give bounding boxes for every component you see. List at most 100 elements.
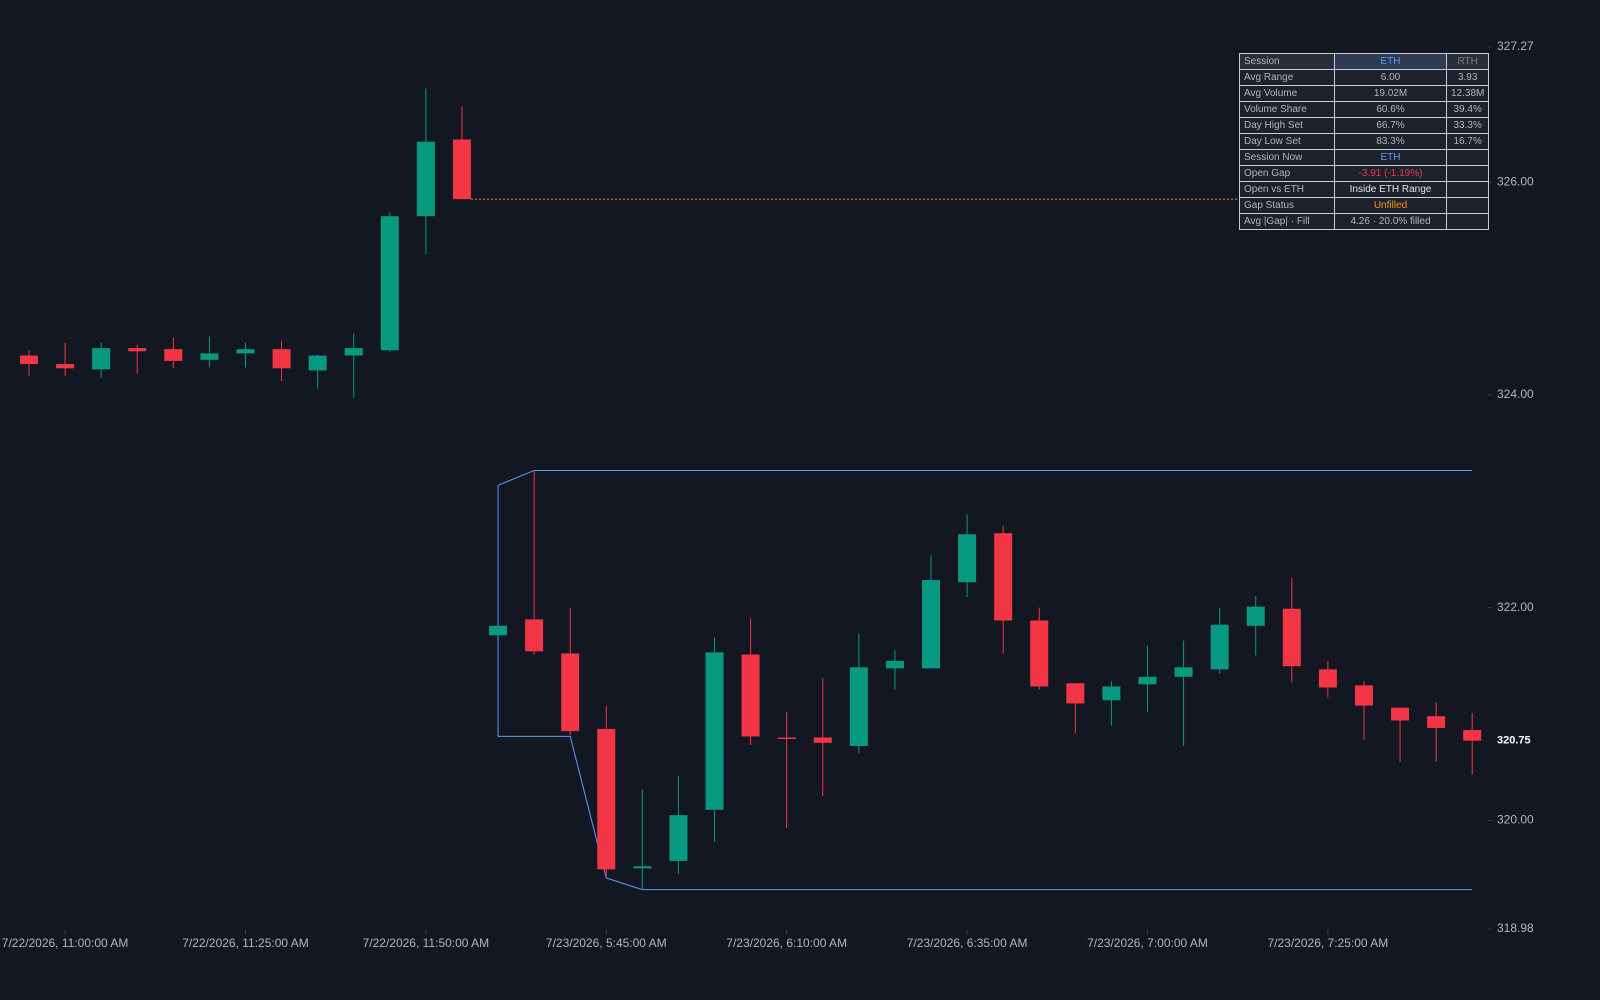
candle-body — [416, 141, 435, 217]
candle-body — [489, 625, 508, 636]
candle-body — [1210, 624, 1229, 670]
x-tick-label: 7/22/2026, 11:00:00 AM — [2, 936, 129, 950]
table-row: Avg Volume 19.02M 12.38M — [1239, 85, 1490, 102]
table-cell: Open Gap — [1239, 165, 1335, 182]
candle-body — [633, 866, 652, 869]
candle-body — [1066, 683, 1085, 704]
candle-body — [1138, 676, 1157, 685]
table-cell — [1445, 197, 1490, 214]
table-cell: ETH — [1334, 53, 1447, 70]
last-price-label: 320.75 — [1497, 735, 1531, 747]
table-cell: 83.3% — [1334, 133, 1447, 150]
table-cell: Inside ETH Range — [1334, 181, 1447, 198]
y-tick-label: 324.00 — [1497, 387, 1534, 401]
table-cell — [1445, 181, 1490, 198]
x-tick-label: 7/23/2026, 6:35:00 AM — [907, 936, 1028, 950]
candle-body — [597, 728, 616, 870]
candle-body — [741, 654, 760, 737]
table-cell: ETH — [1334, 149, 1447, 166]
candle-body — [1030, 620, 1049, 687]
candle-body — [92, 348, 111, 370]
table-cell: Session Now — [1239, 149, 1335, 166]
table-cell: Session — [1239, 53, 1335, 70]
candle-body — [777, 737, 796, 739]
candle-body — [1102, 686, 1121, 701]
table-cell: Volume Share — [1239, 101, 1335, 118]
table-row: Session Now ETH — [1239, 149, 1490, 166]
table-cell: 12.38M — [1445, 85, 1490, 102]
candle-body — [1463, 730, 1482, 741]
table-cell: Avg Volume — [1239, 85, 1335, 102]
x-tick-label: 7/23/2026, 7:25:00 AM — [1267, 936, 1388, 950]
table-row: Day High Set 66.7% 33.3% — [1239, 117, 1490, 134]
table-row: Volume Share 60.6% 39.4% — [1239, 101, 1490, 118]
table-row: Open vs ETH Inside ETH Range — [1239, 181, 1490, 198]
candle-body — [705, 652, 724, 810]
candle-body — [885, 660, 904, 669]
x-tick-label: 7/23/2026, 6:10:00 AM — [726, 936, 847, 950]
candle-body — [1318, 669, 1337, 688]
candle-body — [200, 353, 219, 360]
candle-body — [164, 349, 183, 361]
candle-body — [958, 534, 977, 583]
range-low-line — [498, 735, 1473, 891]
table-cell — [1445, 213, 1490, 230]
candle-body — [525, 619, 544, 652]
candle-body — [272, 349, 291, 369]
y-tick-label: 326.00 — [1497, 174, 1534, 188]
x-tick-label: 7/23/2026, 5:45:00 AM — [546, 936, 667, 950]
table-cell: 33.3% — [1445, 117, 1490, 134]
table-row: Open Gap -3.91 (-1.19%) — [1239, 165, 1490, 182]
candle-body — [1427, 716, 1446, 728]
table-cell: 6.00 — [1334, 69, 1447, 86]
table-cell: Gap Status — [1239, 197, 1335, 214]
candle-body — [1282, 608, 1301, 667]
table-cell: Day Low Set — [1239, 133, 1335, 150]
table-cell — [1445, 165, 1490, 182]
table-row: Avg |Gap| · Fill 4.26 · 20.0% filled — [1239, 213, 1490, 230]
candle-body — [452, 139, 471, 200]
table-cell: Unfilled — [1334, 197, 1447, 214]
candle-body — [236, 349, 255, 354]
table-cell: Avg |Gap| · Fill — [1239, 213, 1335, 230]
candle-body — [561, 653, 580, 732]
candle-body — [1246, 606, 1265, 626]
table-cell: 39.4% — [1445, 101, 1490, 118]
y-tick-label: 327.27 — [1497, 39, 1534, 53]
table-cell: Open vs ETH — [1239, 181, 1335, 198]
table-row: Session ETH RTH — [1239, 53, 1490, 70]
table-cell: RTH — [1445, 53, 1490, 70]
y-tick-label: 318.98 — [1497, 921, 1534, 935]
y-tick-label: 320.00 — [1497, 813, 1534, 827]
table-cell: 4.26 · 20.0% filled — [1334, 213, 1447, 230]
candle-body — [56, 364, 75, 369]
candle-body — [128, 348, 147, 352]
candle-body — [813, 737, 832, 743]
candle-body — [669, 815, 688, 861]
table-cell: 60.6% — [1334, 101, 1447, 118]
table-cell: -3.91 (-1.19%) — [1334, 165, 1447, 182]
candle-body — [308, 355, 327, 371]
table-cell — [1445, 149, 1490, 166]
range-high-line — [497, 469, 1473, 486]
x-tick-label: 7/22/2026, 11:50:00 AM — [363, 936, 490, 950]
table-row: Gap Status Unfilled — [1239, 197, 1490, 214]
candle-body — [344, 348, 363, 356]
candle-body — [849, 667, 868, 747]
table-row: Avg Range 6.00 3.93 — [1239, 69, 1490, 86]
candle-body — [20, 355, 38, 365]
table-row: Day Low Set 83.3% 16.7% — [1239, 133, 1490, 150]
table-cell: 3.93 — [1445, 69, 1490, 86]
x-tick-label: 7/22/2026, 11:25:00 AM — [182, 936, 309, 950]
candle-body — [380, 216, 399, 351]
candle-body — [1354, 685, 1373, 706]
table-cell: 66.7% — [1334, 117, 1447, 134]
table-cell: Avg Range — [1239, 69, 1335, 86]
candle-body — [1391, 707, 1410, 721]
candle-body — [922, 580, 940, 669]
table-cell: 16.7% — [1445, 133, 1490, 150]
session-table: Session ETH RTH Avg Range 6.00 3.93 Avg Volume… — [1239, 53, 1490, 230]
y-tick-label: 322.00 — [1497, 600, 1534, 614]
